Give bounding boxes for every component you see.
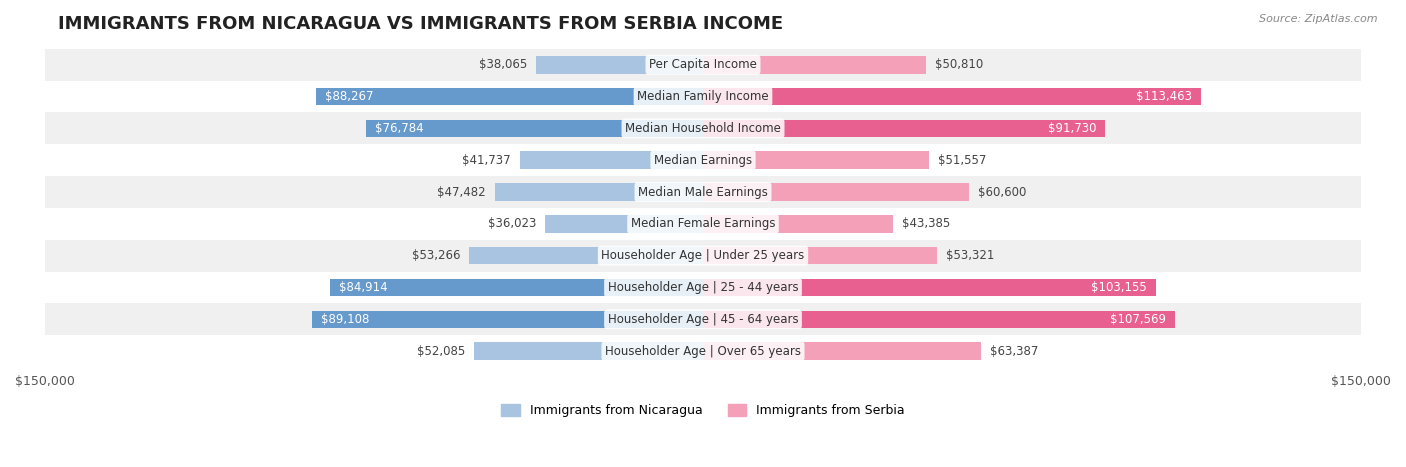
Bar	[495, 183, 703, 201]
Text: Median Female Earnings: Median Female Earnings	[631, 217, 775, 230]
Text: $47,482: $47,482	[437, 185, 486, 198]
Bar	[703, 215, 893, 233]
Text: $36,023: $36,023	[488, 217, 536, 230]
Bar	[330, 279, 703, 296]
Bar	[45, 271, 1361, 304]
Bar	[45, 208, 1361, 240]
Text: $63,387: $63,387	[990, 345, 1038, 358]
Text: Median Male Earnings: Median Male Earnings	[638, 185, 768, 198]
Text: $51,557: $51,557	[938, 154, 987, 167]
Text: $41,737: $41,737	[463, 154, 512, 167]
Text: Median Household Income: Median Household Income	[626, 122, 780, 135]
Text: Householder Age | Over 65 years: Householder Age | Over 65 years	[605, 345, 801, 358]
Bar	[703, 183, 969, 201]
Bar	[470, 247, 703, 264]
Text: Householder Age | 45 - 64 years: Householder Age | 45 - 64 years	[607, 313, 799, 326]
Bar	[703, 88, 1201, 106]
Bar	[703, 120, 1105, 137]
Bar	[703, 279, 1156, 296]
Text: $84,914: $84,914	[339, 281, 388, 294]
Bar	[45, 49, 1361, 81]
Bar	[703, 151, 929, 169]
Text: $38,065: $38,065	[479, 58, 527, 71]
Bar	[45, 176, 1361, 208]
Bar	[546, 215, 703, 233]
Text: $43,385: $43,385	[903, 217, 950, 230]
Text: $89,108: $89,108	[321, 313, 370, 326]
Text: $103,155: $103,155	[1091, 281, 1147, 294]
Bar	[45, 304, 1361, 335]
Text: Per Capita Income: Per Capita Income	[650, 58, 756, 71]
Bar	[366, 120, 703, 137]
Bar	[703, 342, 981, 360]
Bar	[703, 311, 1175, 328]
Bar	[703, 247, 936, 264]
Text: $107,569: $107,569	[1111, 313, 1166, 326]
Bar	[312, 311, 703, 328]
Bar	[45, 240, 1361, 271]
Text: $52,085: $52,085	[418, 345, 465, 358]
Text: Source: ZipAtlas.com: Source: ZipAtlas.com	[1260, 14, 1378, 24]
Text: $50,810: $50,810	[935, 58, 983, 71]
Text: $53,266: $53,266	[412, 249, 461, 262]
Bar	[45, 335, 1361, 367]
Text: Median Family Income: Median Family Income	[637, 90, 769, 103]
Text: Median Earnings: Median Earnings	[654, 154, 752, 167]
Text: $60,600: $60,600	[977, 185, 1026, 198]
Bar	[45, 81, 1361, 113]
Bar	[520, 151, 703, 169]
Text: $113,463: $113,463	[1136, 90, 1192, 103]
Legend: Immigrants from Nicaragua, Immigrants from Serbia: Immigrants from Nicaragua, Immigrants fr…	[496, 399, 910, 422]
Text: $53,321: $53,321	[946, 249, 994, 262]
Bar	[474, 342, 703, 360]
Bar	[316, 88, 703, 106]
Text: $76,784: $76,784	[375, 122, 423, 135]
Text: IMMIGRANTS FROM NICARAGUA VS IMMIGRANTS FROM SERBIA INCOME: IMMIGRANTS FROM NICARAGUA VS IMMIGRANTS …	[58, 15, 783, 33]
Bar	[45, 113, 1361, 144]
Bar	[703, 56, 927, 73]
Bar	[45, 144, 1361, 176]
Text: $91,730: $91,730	[1047, 122, 1097, 135]
Text: $88,267: $88,267	[325, 90, 373, 103]
Bar	[536, 56, 703, 73]
Text: Householder Age | 25 - 44 years: Householder Age | 25 - 44 years	[607, 281, 799, 294]
Text: Householder Age | Under 25 years: Householder Age | Under 25 years	[602, 249, 804, 262]
